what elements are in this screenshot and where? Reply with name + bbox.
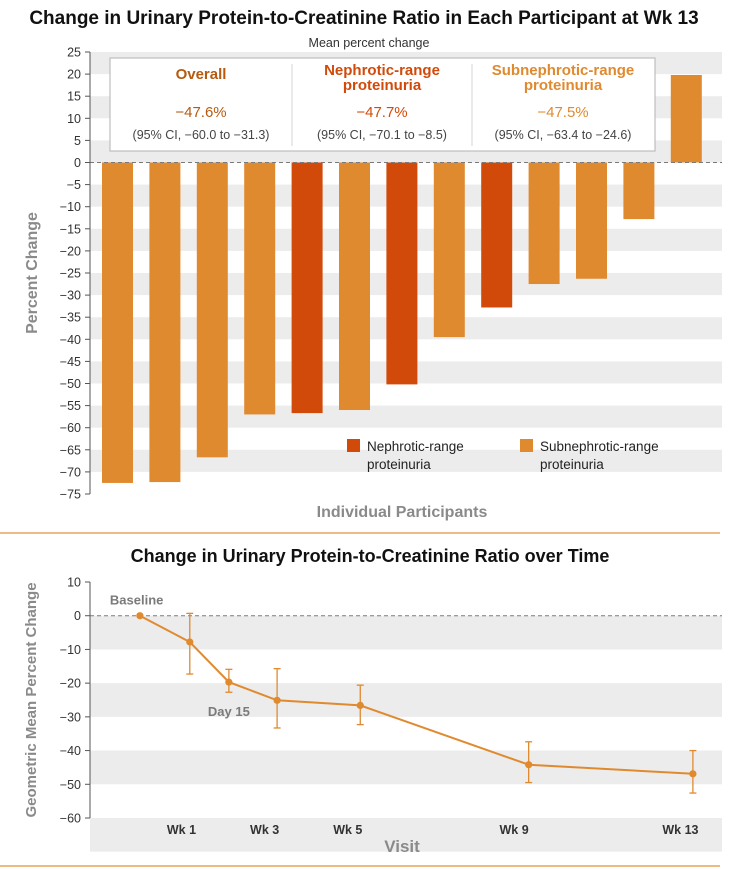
y-tick-label: −40 bbox=[60, 333, 81, 347]
participant-bar-6 bbox=[339, 162, 370, 411]
y-tick-label: −45 bbox=[60, 355, 81, 369]
line-chart: 10 0 −10 −20 −30 −40 −50 −60 Wk 1 Wk 3 Wk 5 Wk 9 Wk … bbox=[60, 576, 722, 852]
participant-bar-7 bbox=[386, 162, 418, 385]
y-tick-label: −10 bbox=[60, 643, 81, 657]
y-tick-label: −30 bbox=[60, 289, 81, 303]
participant-bar-5 bbox=[291, 162, 323, 414]
y-tick-label: 20 bbox=[67, 68, 81, 82]
grid-band bbox=[90, 449, 722, 472]
y-tick-label: −75 bbox=[60, 488, 81, 502]
day15-annotation: Day 15 bbox=[208, 704, 250, 719]
bar-chart: 25 20 15 10 5 0 −5 −10 −15 −20 −25 −30 −35 −40 −45 −50 −… bbox=[60, 46, 722, 502]
summary-value: −47.5% bbox=[537, 104, 588, 121]
grid-band bbox=[90, 750, 722, 785]
data-point-1 bbox=[186, 638, 194, 646]
grid-band bbox=[90, 818, 722, 852]
y-tick-label: −20 bbox=[60, 244, 81, 258]
legend-label-subnephrotic-line2: proteinuria bbox=[540, 457, 604, 472]
participant-bar-3 bbox=[196, 162, 228, 458]
participant-bar-9 bbox=[481, 162, 513, 308]
participant-bar-1 bbox=[102, 162, 133, 483]
participant-bar-11 bbox=[576, 162, 607, 279]
y-tick-label: −65 bbox=[60, 443, 81, 457]
summary-heading: proteinuria bbox=[343, 77, 422, 94]
participant-bar-2 bbox=[149, 162, 181, 483]
data-point-5 bbox=[525, 761, 533, 769]
y-tick-label: −15 bbox=[60, 222, 81, 236]
y-tick-label: −70 bbox=[60, 465, 81, 479]
grid-band bbox=[90, 683, 722, 717]
x-tick-label: Wk 13 bbox=[662, 823, 698, 837]
summary-heading: proteinuria bbox=[524, 77, 603, 94]
y-tick-label: −30 bbox=[60, 710, 81, 724]
legend-label-nephrotic-line2: proteinuria bbox=[367, 457, 431, 472]
data-point-6 bbox=[689, 770, 697, 778]
legend-swatch-nephrotic bbox=[347, 439, 360, 452]
baseline-annotation: Baseline bbox=[110, 593, 163, 608]
y-tick-label: 10 bbox=[67, 576, 81, 590]
y-tick-label: 0 bbox=[74, 156, 81, 170]
top-y-axis-label: Percent Change bbox=[24, 212, 41, 334]
y-tick-label: −40 bbox=[60, 744, 81, 758]
data-point-0 bbox=[136, 612, 144, 620]
x-tick-label: Wk 3 bbox=[250, 823, 279, 837]
summary-ci: (95% CI, −63.4 to −24.6) bbox=[495, 128, 632, 142]
summary-heading: Subnephrotic-range bbox=[492, 62, 635, 79]
legend-label-nephrotic-line1: Nephrotic-range bbox=[367, 439, 464, 454]
data-point-4 bbox=[356, 701, 364, 709]
legend: Nephrotic-range proteinuria Subnephrotic… bbox=[347, 439, 659, 472]
y-tick-label: −60 bbox=[60, 421, 81, 435]
summary-subtitle: Mean percent change bbox=[309, 36, 430, 50]
x-tick-label: Wk 1 bbox=[167, 823, 196, 837]
participant-bar-13 bbox=[670, 74, 702, 163]
y-tick-label: 15 bbox=[67, 90, 81, 104]
bottom-chart-title: Change in Urinary Protein-to-Creatinine … bbox=[131, 546, 610, 566]
summary-box: Overall −47.6% (95% CI, −60.0 to −31.3) Nep… bbox=[109, 57, 656, 152]
y-tick-label: 25 bbox=[67, 46, 81, 60]
participant-bar-12 bbox=[623, 162, 655, 220]
summary-ci: (95% CI, −60.0 to −31.3) bbox=[133, 128, 270, 142]
y-tick-label: 0 bbox=[74, 609, 81, 623]
top-x-axis-label: Individual Participants bbox=[317, 504, 488, 521]
summary-value: −47.6% bbox=[175, 104, 226, 121]
bottom-x-axis-label: Visit bbox=[384, 837, 420, 856]
legend-swatch-subnephrotic bbox=[520, 439, 533, 452]
y-tick-label: −35 bbox=[60, 311, 81, 325]
y-tick-label: −5 bbox=[67, 178, 81, 192]
grid-band bbox=[90, 405, 722, 428]
y-tick-label: −25 bbox=[60, 267, 81, 281]
participant-bar-8 bbox=[433, 162, 465, 338]
grid-band bbox=[90, 615, 722, 650]
participant-bar-4 bbox=[244, 162, 276, 415]
summary-box-frame bbox=[109, 57, 656, 152]
data-point-3 bbox=[273, 696, 281, 704]
bottom-y-axis-label: Geometric Mean Percent Change bbox=[23, 582, 40, 817]
summary-heading: Nephrotic-range bbox=[324, 62, 440, 79]
y-tick-label: −50 bbox=[60, 778, 81, 792]
x-tick-label: Wk 9 bbox=[500, 823, 529, 837]
y-tick-label: −20 bbox=[60, 677, 81, 691]
summary-ci: (95% CI, −70.1 to −8.5) bbox=[317, 128, 447, 142]
y-tick-label: −55 bbox=[60, 399, 81, 413]
y-tick-label: −50 bbox=[60, 377, 81, 391]
y-tick-label: 10 bbox=[67, 112, 81, 126]
legend-label-subnephrotic-line1: Subnephrotic-range bbox=[540, 439, 659, 454]
y-tick-label: −60 bbox=[60, 812, 81, 826]
x-tick-label: Wk 5 bbox=[333, 823, 362, 837]
summary-heading: Overall bbox=[176, 66, 227, 83]
top-chart-title: Change in Urinary Protein-to-Creatinine … bbox=[29, 8, 698, 29]
y-tick-label: 5 bbox=[74, 134, 81, 148]
summary-value: −47.7% bbox=[356, 104, 407, 121]
data-point-2 bbox=[225, 678, 233, 686]
participant-bar-10 bbox=[528, 162, 560, 285]
y-tick-label: −10 bbox=[60, 200, 81, 214]
